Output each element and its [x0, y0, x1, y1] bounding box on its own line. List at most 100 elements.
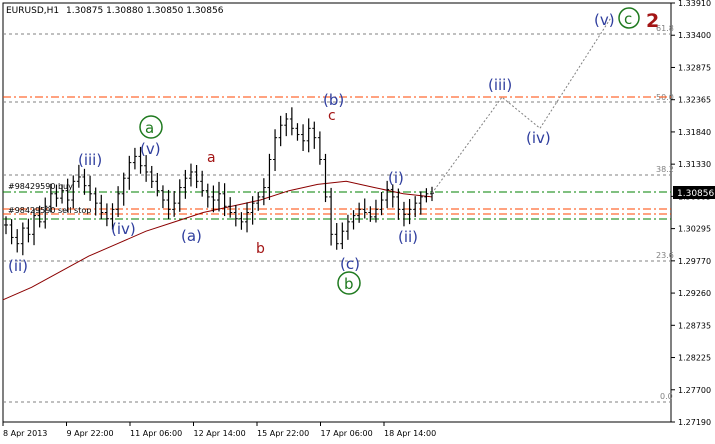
price-bar [289, 107, 294, 136]
price-bar [65, 178, 70, 213]
wave-label-iii-right: (iii) [488, 76, 512, 94]
price-axis-label: 1.31330 [678, 160, 711, 169]
moving-average-line [2, 180, 433, 301]
price-bar [172, 191, 177, 217]
price-bar [194, 165, 199, 189]
price-bar [284, 113, 289, 137]
fib-label-000: 0.0 [660, 392, 673, 401]
price-axis-label: 1.32875 [678, 63, 711, 72]
price-bar [121, 172, 126, 206]
time-axis-label: 8 Apr 2013 [3, 429, 47, 438]
price-bar [116, 186, 121, 217]
price-bar [368, 206, 373, 222]
price-axis[interactable]: 1.33910 1.33400 1.32875 1.32365 1.31840 1.313… [671, 0, 711, 427]
price-bar [205, 183, 210, 208]
price-bar [183, 169, 188, 199]
wave-label-v-left: (v) [140, 140, 161, 158]
price-bar [9, 219, 14, 245]
wave-label-iv-right: (iv) [526, 129, 551, 147]
price-bar [155, 172, 160, 197]
price-bar [373, 199, 378, 223]
price-bar [401, 201, 406, 227]
time-axis-label: 18 Apr 14:00 [384, 429, 436, 438]
price-bar [340, 222, 345, 250]
price-bar [177, 179, 182, 212]
price-bar [323, 153, 328, 203]
price-bar [345, 214, 350, 240]
ohlc-values: 1.30875 1.30880 1.30850 1.30856 [66, 6, 224, 16]
wave-label-b-small: b [256, 241, 265, 257]
price-bar [132, 147, 137, 170]
wave-label-i-right: (i) [388, 169, 404, 187]
price-bar [99, 194, 104, 220]
price-bar [396, 188, 401, 220]
price-bar [138, 146, 143, 174]
price-bar [256, 191, 261, 211]
price-axis-label: 1.33910 [678, 0, 711, 8]
fib-label-618: 61.8 [656, 24, 674, 33]
buy-order-label: #98429590 buy [8, 182, 73, 191]
wave-label-a-paren: (a) [181, 227, 202, 245]
sell-stop-order-label: #98429590 sell stop [8, 206, 91, 215]
price-bar [26, 218, 31, 243]
price-bar [295, 123, 300, 141]
wave-label-a-circle: a [145, 119, 154, 137]
time-axis-label: 11 Apr 06:00 [130, 429, 182, 438]
price-bar [93, 187, 98, 216]
price-bar [306, 118, 311, 153]
symbol-timeframe: EURUSD,H1 [6, 6, 59, 16]
time-axis-label: 12 Apr 14:00 [194, 429, 246, 438]
price-bar [149, 165, 154, 188]
price-bar [20, 222, 25, 256]
price-axis-label: 1.27700 [678, 386, 711, 395]
wave-label-c-circle: c [624, 10, 632, 28]
plot-area[interactable] [2, 2, 672, 423]
wave-label-ii-right: (ii) [398, 228, 418, 246]
price-bar [228, 197, 233, 218]
price-bar [43, 197, 48, 229]
current-price-label: 1.30856 [677, 189, 714, 199]
time-axis[interactable]: 8 Apr 2013 9 Apr 22:00 11 Apr 06:00 12 Apr … [2, 422, 436, 438]
time-axis-label: 15 Apr 22:00 [257, 429, 309, 438]
price-bar [188, 163, 193, 187]
price-bar [166, 189, 171, 220]
price-bar [110, 203, 115, 230]
price-axis-label: 1.32365 [678, 96, 711, 105]
wave-circle-a [139, 115, 163, 139]
price-bar [413, 196, 418, 218]
price-axis-label: 1.33400 [678, 31, 711, 40]
wave-label-2: 2 [646, 10, 659, 32]
wave-circle-c [618, 7, 640, 29]
price-bar [301, 124, 306, 152]
price-bar [250, 196, 255, 225]
price-axis-label: 1.28735 [678, 321, 711, 330]
price-bar [88, 175, 93, 201]
price-axis-label: 1.31840 [678, 128, 711, 137]
wave-circle-b [337, 271, 361, 295]
price-bar [312, 121, 317, 149]
price-bar [334, 223, 339, 250]
wave-label-b-paren: (b) [323, 91, 344, 109]
price-axis-label: 1.28225 [678, 354, 711, 363]
time-axis-label: 9 Apr 22:00 [67, 429, 114, 438]
wave-label-ii-left: (ii) [8, 257, 28, 275]
price-bar [71, 175, 76, 209]
price-bar [357, 202, 362, 223]
price-axis-label: 1.30295 [678, 225, 711, 234]
price-bar [407, 199, 412, 225]
wave-label-c-paren: (c) [340, 255, 360, 273]
price-bar [329, 187, 334, 246]
price-bar [37, 205, 42, 228]
price-bar [362, 198, 367, 219]
wave-label-a-small: a [207, 150, 216, 166]
wave-labels: (v) c 2 (iii) (iv) (b) c a (v) (iii) a (… [8, 7, 659, 295]
price-axis-label: 1.29770 [678, 257, 711, 266]
time-axis-label: 17 Apr 06:00 [321, 429, 373, 438]
price-bars [4, 107, 434, 256]
price-bar [222, 183, 227, 217]
price-bar [278, 115, 283, 147]
price-bar [32, 208, 37, 246]
price-bar [217, 181, 221, 212]
